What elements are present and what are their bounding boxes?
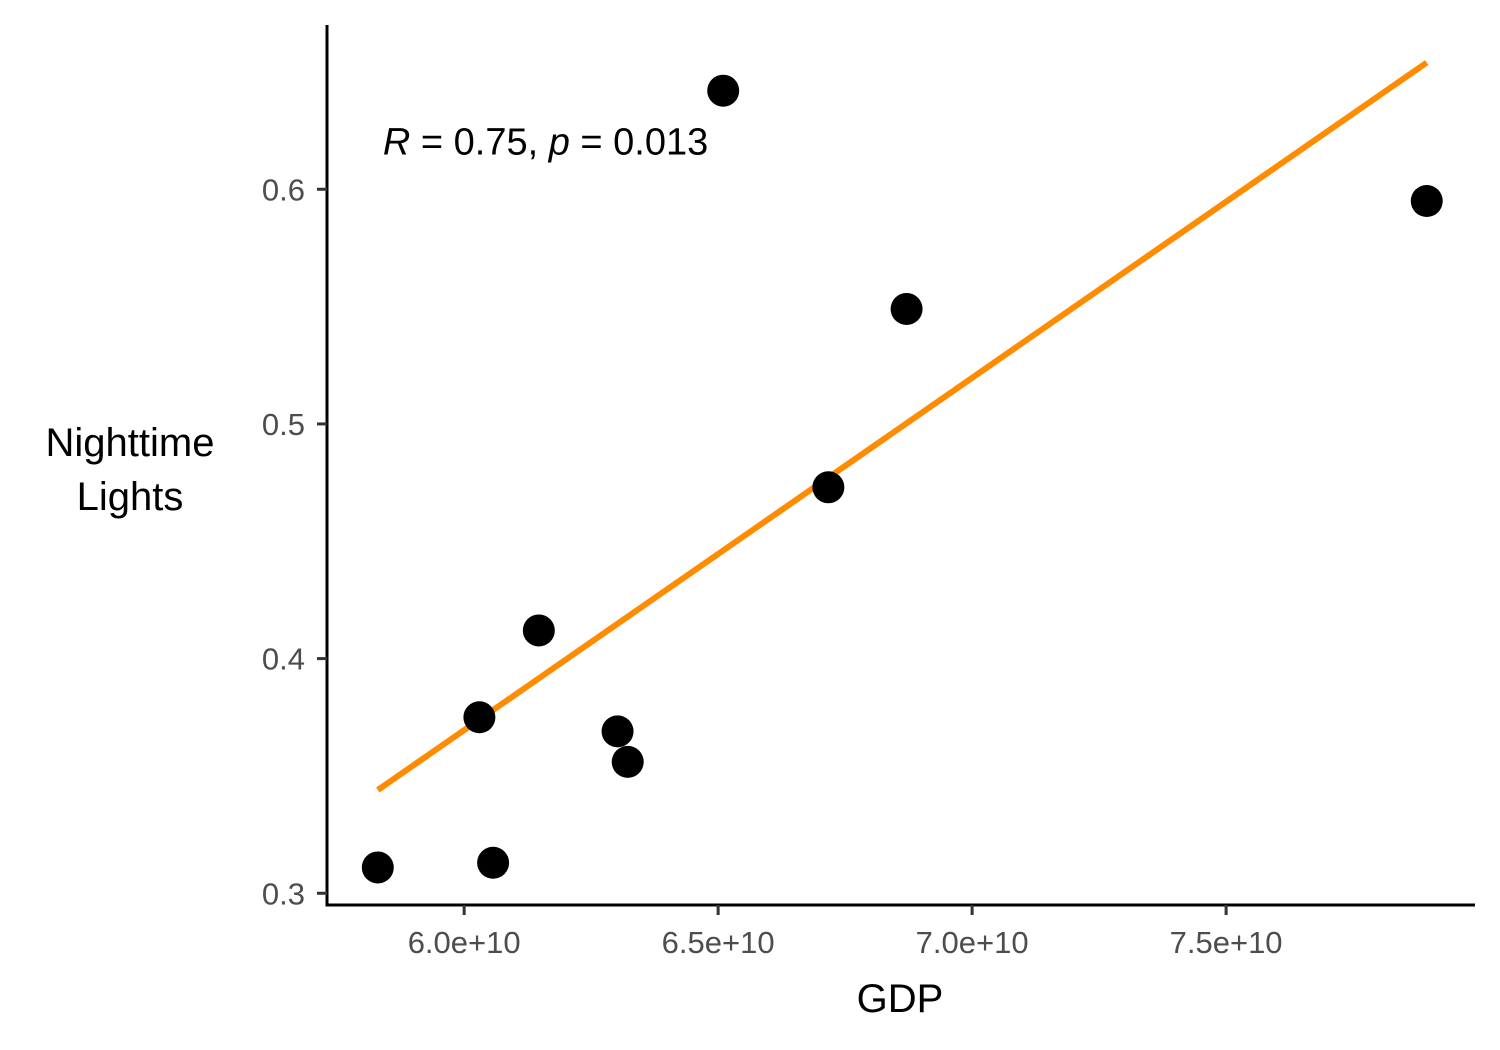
x-tick-label: 7.5e+10: [1170, 925, 1283, 960]
r-value: = 0.75,: [410, 121, 548, 163]
x-tick-label: 6.0e+10: [408, 925, 521, 960]
correlation-annotation: R = 0.75, p = 0.013: [383, 121, 708, 163]
p-value: = 0.013: [570, 121, 708, 163]
y-axis-title-line-2: Lights: [77, 475, 184, 519]
data-point: [890, 292, 923, 325]
x-ticks: 6.0e+10 6.5e+10 7.0e+10 7.5e+10: [408, 905, 1283, 960]
x-tick-label: 7.0e+10: [916, 925, 1029, 960]
data-point: [812, 471, 845, 504]
data-point: [522, 614, 555, 647]
x-axis-title: GDP: [857, 977, 944, 1021]
regression-line-group: [376, 60, 1429, 793]
regression-line: [376, 60, 1429, 793]
data-point: [477, 846, 510, 879]
data-points: [361, 74, 1443, 884]
data-point: [1410, 185, 1443, 217]
y-tick-label: 0.5: [262, 407, 305, 442]
y-ticks: 0.3 0.4 0.5 0.6: [262, 172, 327, 911]
data-point: [601, 715, 634, 748]
r-symbol: R: [383, 121, 410, 163]
data-point: [463, 701, 496, 734]
p-symbol: p: [548, 121, 570, 163]
x-tick-label: 6.5e+10: [662, 925, 775, 960]
y-tick-label: 0.3: [262, 876, 305, 911]
data-point: [611, 745, 644, 778]
data-point: [361, 851, 394, 884]
y-tick-label: 0.4: [262, 642, 305, 677]
y-axis-title-line-1: Nighttime: [46, 421, 215, 465]
data-point: [707, 74, 740, 107]
axes: [325, 25, 1475, 907]
y-tick-label: 0.6: [262, 172, 305, 207]
